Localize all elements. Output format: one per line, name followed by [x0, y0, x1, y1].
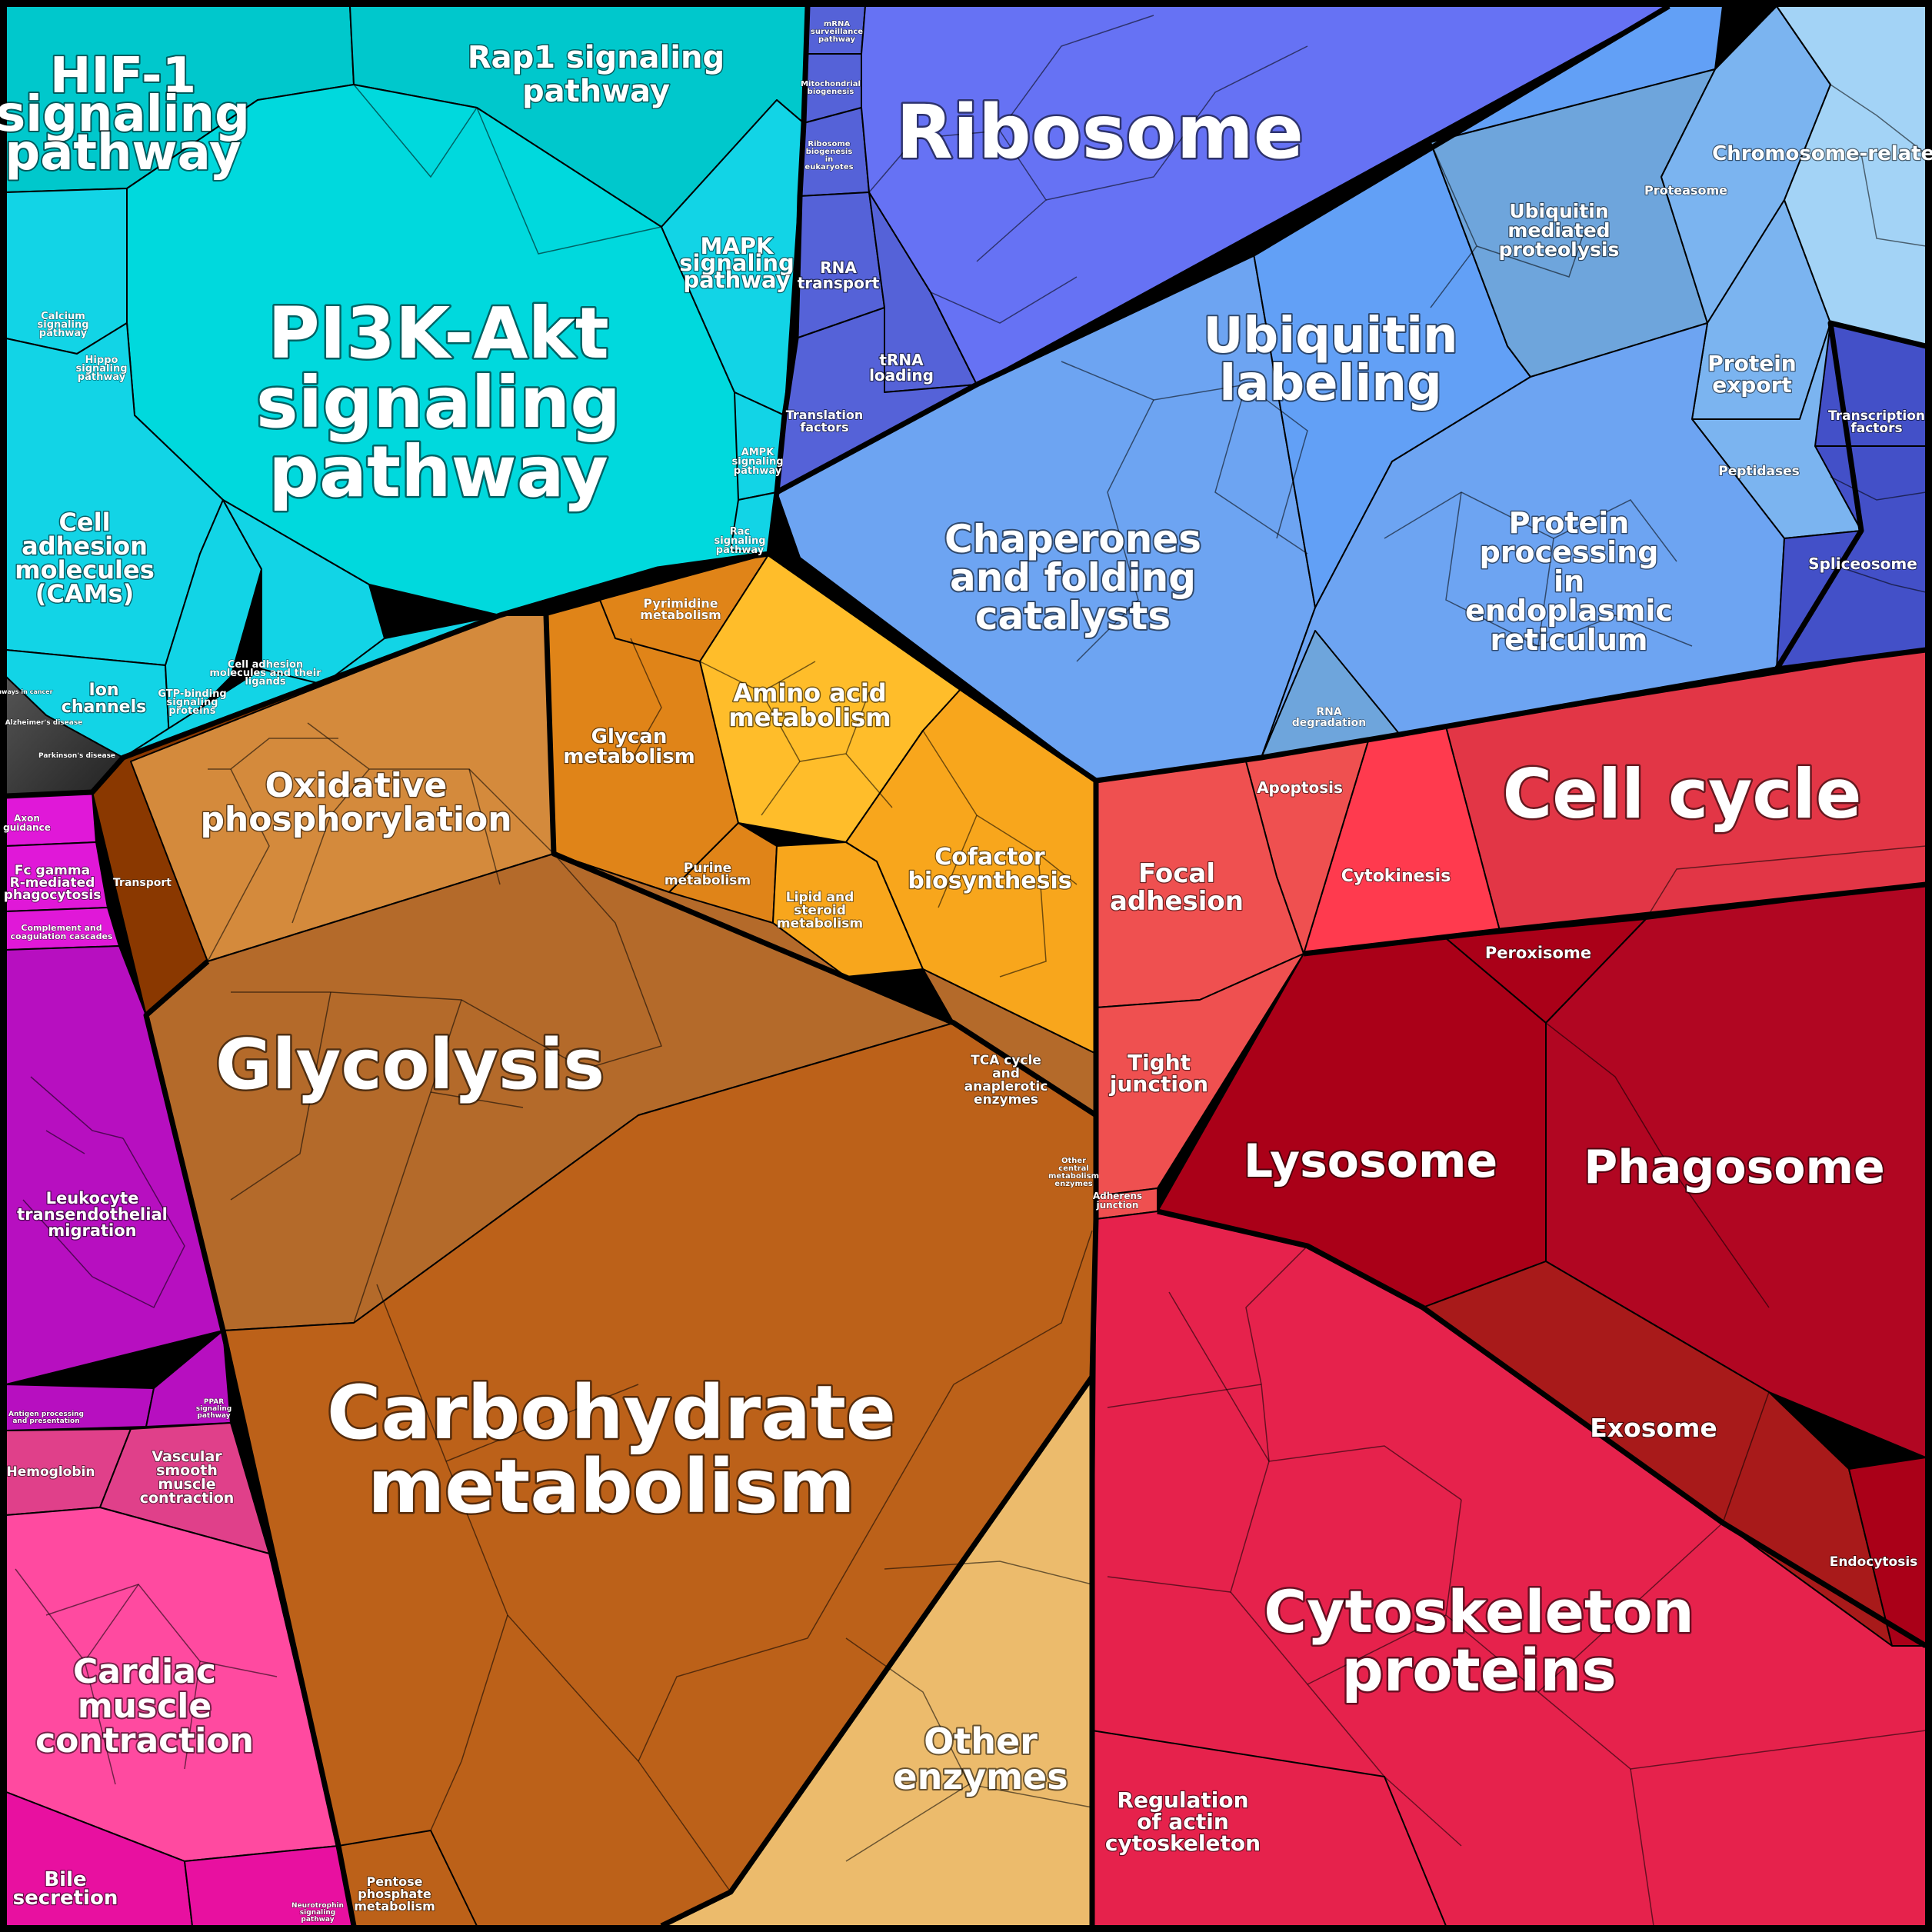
label-ubiquitin: Ubiquitin labeling — [1203, 308, 1457, 412]
label-translation: Translation factors — [786, 408, 864, 435]
label-hippo: Hippo signaling pathway — [76, 355, 128, 383]
label-reg-actin: Regulation of actin cytoskeleton — [1105, 1787, 1261, 1856]
label-rac: Rac signaling pathway — [715, 526, 766, 556]
label-vascular: Vascular smooth muscle contraction — [140, 1448, 235, 1507]
label-mito: Mitochondrial biogenesis — [801, 80, 861, 96]
label-hif1: HIF-1 signaling pathway — [0, 48, 250, 182]
label-proteasome: Proteasome — [1644, 183, 1727, 198]
region-ribosome — [776, 5, 1670, 493]
label-mapk: MAPK signaling pathway — [679, 233, 794, 293]
label-calcium: Calcium signaling pathway — [38, 311, 89, 339]
region-metabolism — [92, 553, 1097, 1927]
label-pi3k: PI3K-Akt signaling pathway — [256, 292, 621, 513]
sub-cell-lines — [15, 15, 1927, 1927]
label-hemoglobin: Hemoglobin — [7, 1464, 95, 1480]
label-peptidases: Peptidases — [1718, 464, 1800, 479]
label-other-central: Other central metabolism enzymes — [1048, 1157, 1099, 1188]
label-transcription: Transcription factors — [1828, 408, 1925, 436]
label-pathways-cancer: Pathways in cancer — [0, 688, 53, 695]
label-chaperones: Chaperones and folding catalysts — [944, 517, 1201, 638]
label-leukocyte: Leukocyte transendothelial migration — [17, 1189, 168, 1240]
label-glycan: Glycan metabolism — [563, 725, 695, 768]
label-purine: Purine metabolism — [665, 861, 751, 888]
label-peroxisome: Peroxisome — [1485, 944, 1591, 962]
label-ribo-bio: Ribosome biogenesis in eukaryotes — [804, 140, 853, 172]
label-chromosome: Chromosome-related — [1712, 142, 1932, 165]
label-rna-deg: RNA degradation — [1292, 706, 1366, 729]
label-pyrimidine: Pyrimidine metabolism — [640, 596, 721, 622]
label-ppar: PPAR signaling pathway — [196, 1398, 232, 1420]
label-apoptosis: Apoptosis — [1257, 778, 1343, 797]
label-amino: Amino acid metabolism — [728, 678, 891, 732]
label-adherens: Adherens junction — [1093, 1191, 1142, 1211]
label-ampk: AMPK signaling pathway — [732, 447, 784, 477]
label-phagosome: Phagosome — [1584, 1141, 1885, 1194]
label-cofactor: Cofactor biosynthesis — [908, 844, 1071, 894]
region-cellular-processes — [1091, 649, 1927, 1927]
label-ribosome: Ribosome — [896, 89, 1304, 175]
label-glycolysis: Glycolysis — [215, 1024, 605, 1105]
label-ion: Ion channels — [62, 681, 146, 717]
region-protein-fate — [776, 5, 1927, 781]
region-organismal-systems — [5, 791, 478, 1927]
label-adhesion-ligands: Cell adhesion molecules and their ligands — [209, 659, 321, 688]
label-mrna: mRNA surveillance pathway — [811, 20, 863, 44]
label-parkinson: Parkinson's disease — [38, 752, 115, 760]
label-tight: Tight junction — [1109, 1050, 1208, 1097]
label-cams: Cell adhesion molecules (CAMs) — [15, 508, 154, 608]
label-rna-transport: RNA transport — [798, 258, 880, 292]
label-cytokinesis: Cytokinesis — [1341, 867, 1451, 886]
label-axon: Axon guidance — [3, 813, 51, 833]
label-trna: tRNA loading — [869, 351, 934, 385]
label-pentose: Pentose phosphate metabolism — [354, 1874, 435, 1914]
label-endocytosis: Endocytosis — [1830, 1554, 1918, 1570]
label-focal: Focal adhesion — [1110, 858, 1244, 917]
label-antigen: Antigen processing and presentation — [8, 1411, 84, 1425]
label-alzheimer: Alzheimer's disease — [5, 719, 83, 727]
label-gtp: GTP-binding signaling proteins — [158, 688, 226, 717]
label-oxidative: Oxidative phosphorylation — [200, 766, 511, 839]
label-lysosome: Lysosome — [1244, 1134, 1497, 1188]
cell-mapk — [661, 99, 804, 416]
label-tca: TCA cycle and anaplerotic enzymes — [964, 1053, 1048, 1108]
label-protein-processing: Protein processing in endoplasmic reticulum — [1465, 506, 1673, 657]
label-cytoskeleton: Cytoskeleton proteins — [1264, 1577, 1694, 1704]
label-protein-export: Protein export — [1707, 351, 1796, 398]
label-carbohydrate: Carbohydrate metabolism — [327, 1370, 896, 1530]
label-neurotrophin: Neurotrophin signaling pathway — [291, 1902, 344, 1924]
label-cell-cycle: Cell cycle — [1503, 754, 1862, 834]
label-complement: Complement and coagulation cascades — [11, 923, 113, 941]
label-fc-gamma: Fc gamma R-mediated phagocytosis — [4, 863, 102, 903]
labels: HIF-1 signaling pathway Rap1 signaling path… — [0, 19, 1932, 1924]
cell-ribosome — [861, 5, 1670, 385]
label-lipid: Lipid and steroid metabolism — [777, 890, 863, 931]
label-spliceosome: Spliceosome — [1808, 555, 1917, 573]
label-ubiq-prot: Ubiquitin mediated proteolysis — [1499, 200, 1620, 261]
label-cardiac: Cardiac muscle contraction — [35, 1652, 254, 1760]
label-other-enzymes: Other enzymes — [893, 1720, 1068, 1797]
label-rap1: Rap1 signaling pathway — [468, 40, 724, 109]
label-bile: Bile secretion — [13, 1868, 118, 1910]
label-exosome: Exosome — [1590, 1413, 1717, 1443]
label-transport: Transport — [113, 877, 172, 889]
